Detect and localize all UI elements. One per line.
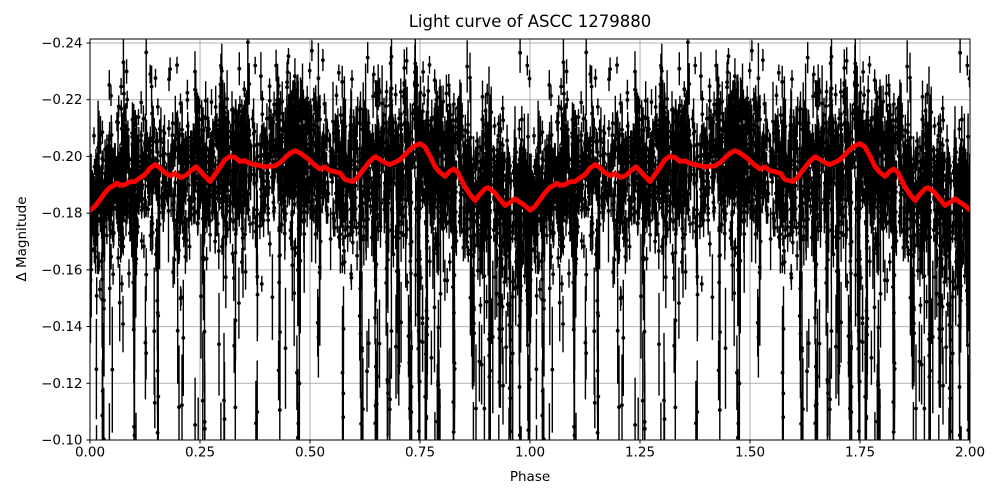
x-tick-label: 2.00 — [955, 445, 985, 461]
x-tick-label: 1.75 — [845, 445, 875, 461]
x-tick-label: 1.00 — [515, 445, 545, 461]
y-tick-label: −0.12 — [41, 376, 82, 392]
y-axis-label: Δ Magnitude — [14, 196, 30, 282]
y-tick-label: −0.22 — [41, 92, 82, 108]
smoothed-curve — [90, 141, 970, 213]
y-tick-label: −0.14 — [41, 319, 82, 335]
y-tick-label: −0.16 — [41, 262, 82, 278]
x-tick-label: 0.25 — [185, 445, 215, 461]
x-tick-label: 1.50 — [735, 445, 765, 461]
y-tick-label: −0.10 — [41, 433, 82, 449]
x-tick-label: 0.50 — [295, 445, 325, 461]
x-tick-label: 1.25 — [625, 445, 655, 461]
x-tick-label: 0.75 — [405, 445, 435, 461]
x-tick-label: 0.00 — [75, 445, 105, 461]
y-tick-label: −0.18 — [41, 206, 82, 222]
y-tick-label: −0.20 — [41, 149, 82, 165]
chart-title: Light curve of ASCC 1279880 — [408, 12, 652, 31]
x-axis-label: Phase — [509, 469, 551, 485]
y-tick-label: −0.24 — [41, 35, 82, 51]
